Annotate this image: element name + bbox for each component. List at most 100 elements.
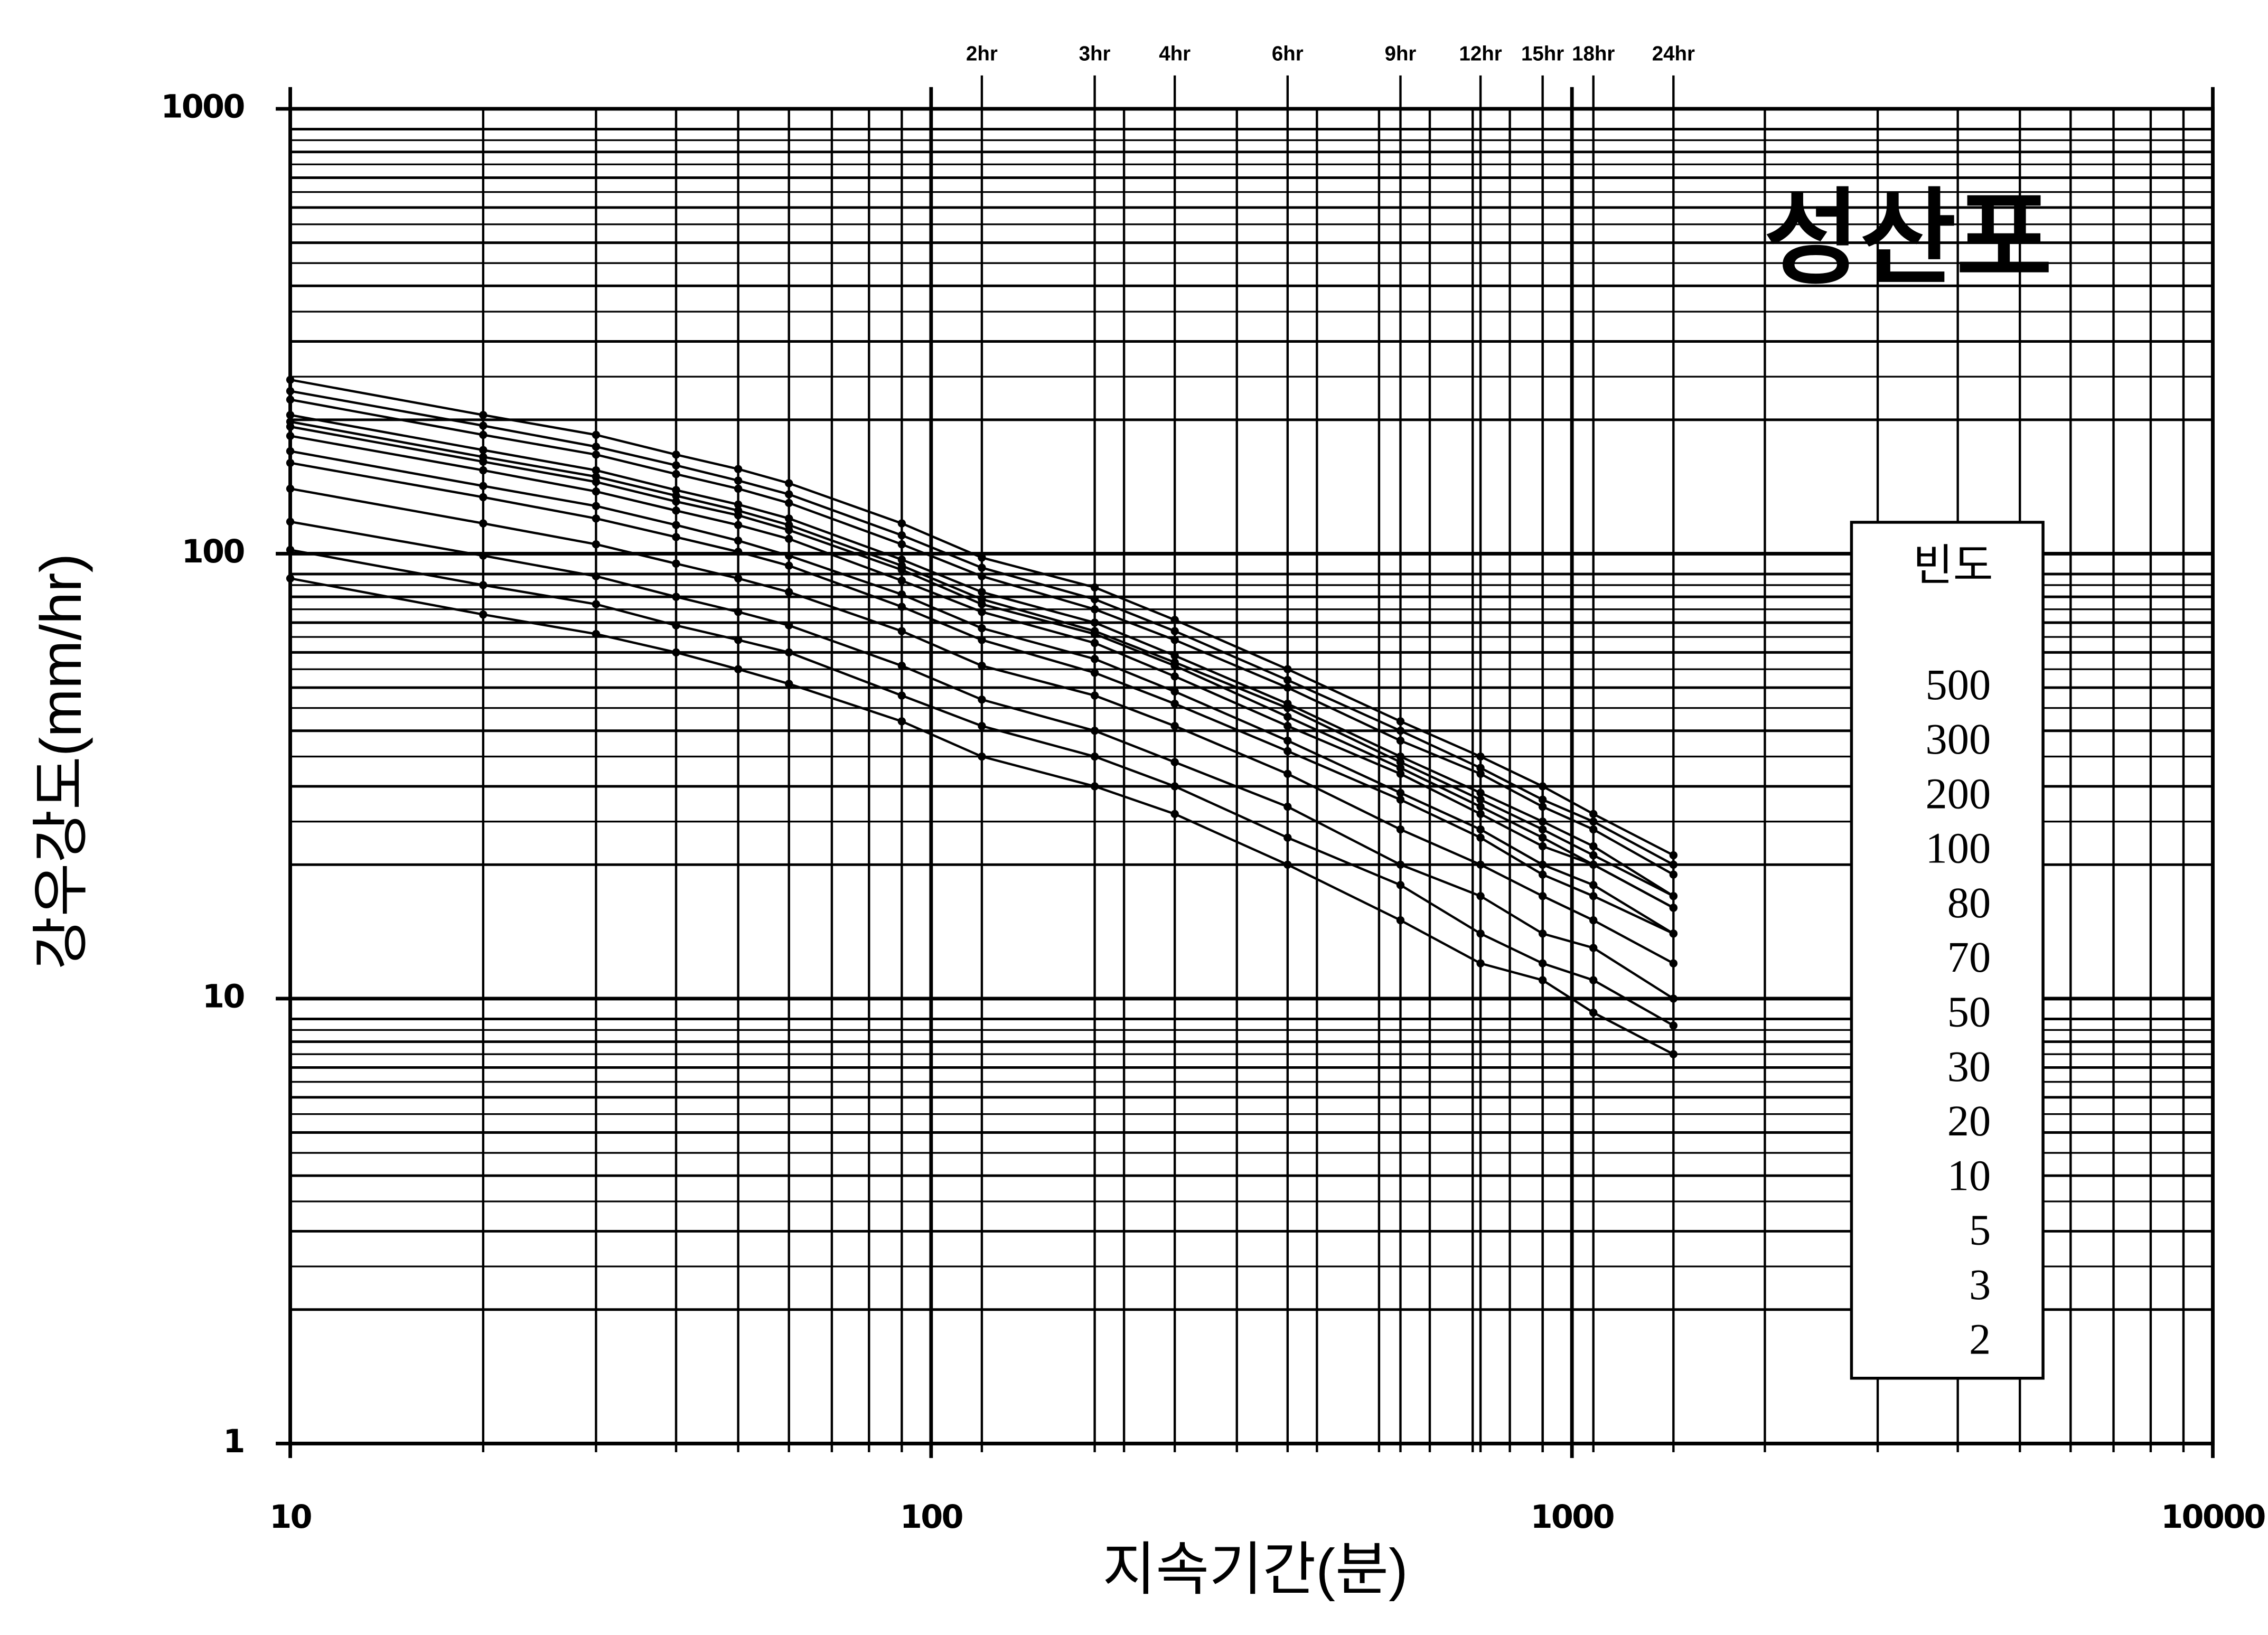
data-point bbox=[1090, 691, 1099, 700]
x-tick-label: 1000 bbox=[1531, 1499, 1614, 1536]
data-point bbox=[592, 629, 601, 638]
plot-lines bbox=[286, 375, 1678, 1058]
data-point bbox=[1090, 618, 1099, 627]
data-point bbox=[1589, 1008, 1598, 1017]
y-tick-label: 10 bbox=[202, 979, 244, 1016]
data-point bbox=[1538, 817, 1547, 826]
data-point bbox=[479, 446, 488, 454]
x2-tick-label: 15hr bbox=[1521, 43, 1564, 65]
x2-tick-label: 12hr bbox=[1459, 43, 1502, 65]
data-point bbox=[592, 540, 601, 549]
data-point bbox=[1589, 810, 1598, 819]
data-point bbox=[784, 561, 793, 570]
data-point bbox=[1476, 825, 1485, 834]
legend-entry: 2 bbox=[1969, 1315, 1991, 1363]
data-point bbox=[784, 588, 793, 596]
data-point bbox=[1476, 892, 1485, 900]
data-point bbox=[1589, 881, 1598, 889]
data-point bbox=[479, 482, 488, 490]
data-point bbox=[286, 396, 295, 404]
chart-title: 성산포 bbox=[1764, 180, 2053, 296]
data-point bbox=[592, 450, 601, 459]
data-point bbox=[1669, 892, 1678, 900]
series-line bbox=[290, 520, 1674, 1000]
data-point bbox=[1589, 842, 1598, 851]
series-line bbox=[290, 549, 1674, 1027]
data-point bbox=[978, 636, 986, 644]
legend-entry: 50 bbox=[1947, 988, 1991, 1036]
data-point bbox=[897, 555, 906, 564]
data-point bbox=[734, 465, 743, 473]
x-tick-label: 10 bbox=[269, 1499, 311, 1536]
data-point bbox=[1283, 860, 1292, 869]
data-point bbox=[897, 603, 906, 611]
legend-entry: 500 bbox=[1926, 661, 1991, 709]
x2-tick-label: 6hr bbox=[1272, 43, 1304, 65]
data-point bbox=[672, 491, 680, 500]
data-point bbox=[897, 566, 906, 574]
data-point bbox=[978, 696, 986, 704]
labels: 1 10 100 1000 10 100 1000 10000 2hr 3hr 4hr 6hr 9hr 1… bbox=[161, 43, 2266, 1536]
data-point bbox=[479, 466, 488, 475]
data-point bbox=[479, 411, 488, 419]
data-point bbox=[1090, 605, 1099, 614]
data-point bbox=[1476, 795, 1485, 804]
data-point bbox=[1396, 769, 1405, 778]
data-point bbox=[1669, 959, 1678, 967]
data-point bbox=[1396, 752, 1405, 761]
series-line bbox=[290, 390, 1674, 866]
data-point bbox=[592, 487, 601, 496]
data-point bbox=[479, 493, 488, 502]
data-point bbox=[978, 752, 986, 761]
data-point bbox=[1283, 747, 1292, 755]
data-point bbox=[1538, 782, 1547, 791]
data-point bbox=[1090, 595, 1099, 604]
x2-tick-label: 9hr bbox=[1385, 43, 1417, 65]
data-point bbox=[1669, 1050, 1678, 1058]
data-point bbox=[784, 490, 793, 499]
legend-box bbox=[1850, 521, 2045, 1380]
data-point bbox=[1669, 860, 1678, 869]
data-point bbox=[1396, 860, 1405, 869]
data-point bbox=[784, 534, 793, 543]
data-point bbox=[1170, 616, 1179, 624]
y-axis-label: 강우강도(mm/hr) bbox=[29, 553, 93, 970]
data-point bbox=[734, 511, 743, 520]
data-point bbox=[978, 600, 986, 608]
data-point bbox=[286, 375, 295, 384]
data-point bbox=[1090, 638, 1099, 647]
series-line bbox=[290, 487, 1674, 965]
series-line bbox=[290, 577, 1674, 1056]
data-point bbox=[734, 484, 743, 493]
data-point bbox=[1283, 665, 1292, 673]
data-point bbox=[1476, 959, 1485, 967]
data-point bbox=[672, 506, 680, 515]
data-point bbox=[1170, 699, 1179, 708]
data-point bbox=[1170, 687, 1179, 696]
data-point bbox=[897, 590, 906, 599]
data-point bbox=[592, 502, 601, 510]
data-point bbox=[1538, 976, 1547, 984]
data-point bbox=[1170, 782, 1179, 791]
y-tick-label: 1 bbox=[223, 1423, 243, 1460]
data-point bbox=[734, 521, 743, 529]
data-point bbox=[1396, 881, 1405, 889]
data-point bbox=[1538, 842, 1547, 851]
data-point bbox=[286, 431, 295, 440]
legend-entry: 30 bbox=[1947, 1042, 1991, 1091]
y-tick-label: 100 bbox=[182, 533, 245, 570]
data-point bbox=[286, 546, 295, 554]
data-point bbox=[672, 559, 680, 568]
data-point bbox=[978, 722, 986, 730]
data-point bbox=[978, 588, 986, 596]
data-point bbox=[1396, 764, 1405, 772]
data-point bbox=[1589, 916, 1598, 925]
data-point bbox=[897, 531, 906, 540]
data-point bbox=[1170, 672, 1179, 681]
series-line bbox=[290, 462, 1674, 935]
data-point bbox=[672, 521, 680, 529]
legend-entry: 5 bbox=[1969, 1206, 1991, 1254]
data-point bbox=[1476, 833, 1485, 842]
series-line bbox=[290, 378, 1674, 857]
data-point bbox=[1396, 788, 1405, 797]
